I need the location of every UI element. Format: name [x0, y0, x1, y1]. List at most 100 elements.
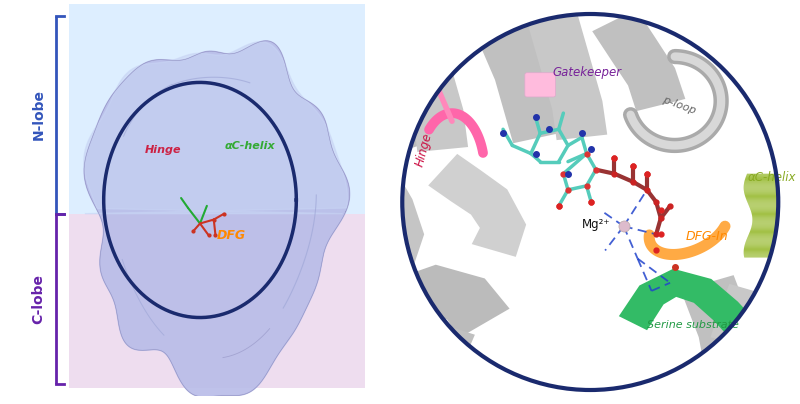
Polygon shape	[744, 249, 790, 250]
Polygon shape	[710, 284, 778, 349]
Polygon shape	[753, 219, 786, 220]
Polygon shape	[746, 175, 791, 176]
Polygon shape	[402, 14, 778, 390]
Polygon shape	[84, 41, 350, 397]
Polygon shape	[746, 242, 791, 243]
Polygon shape	[750, 206, 782, 208]
Text: p-loop: p-loop	[662, 95, 698, 116]
Polygon shape	[744, 191, 788, 192]
Polygon shape	[752, 225, 787, 226]
Polygon shape	[752, 214, 783, 215]
Polygon shape	[745, 194, 786, 195]
Polygon shape	[745, 244, 791, 245]
Polygon shape	[352, 317, 475, 376]
Polygon shape	[746, 238, 791, 240]
Polygon shape	[745, 178, 791, 179]
Polygon shape	[382, 11, 468, 152]
Bar	[70, 4, 365, 214]
Polygon shape	[744, 246, 791, 247]
Text: C-lobe: C-lobe	[31, 274, 46, 324]
Polygon shape	[744, 185, 790, 186]
Polygon shape	[744, 192, 787, 193]
Polygon shape	[746, 197, 785, 198]
Polygon shape	[744, 247, 790, 248]
Text: Hinge: Hinge	[145, 145, 182, 155]
Polygon shape	[746, 199, 784, 200]
Polygon shape	[745, 245, 791, 246]
Text: αC-helix: αC-helix	[224, 141, 274, 151]
Polygon shape	[361, 265, 510, 342]
Text: N-lobe: N-lobe	[31, 89, 46, 140]
Text: Serine substrate: Serine substrate	[647, 320, 739, 330]
Text: DFG-In: DFG-In	[686, 230, 729, 243]
Polygon shape	[751, 211, 783, 212]
Polygon shape	[752, 223, 787, 225]
Polygon shape	[744, 251, 790, 252]
Polygon shape	[752, 221, 786, 223]
Polygon shape	[750, 230, 790, 231]
Polygon shape	[746, 198, 785, 199]
Polygon shape	[619, 269, 757, 340]
Polygon shape	[745, 243, 791, 244]
Polygon shape	[744, 255, 788, 257]
Polygon shape	[744, 253, 789, 254]
Polygon shape	[744, 250, 790, 251]
FancyBboxPatch shape	[525, 73, 555, 97]
Polygon shape	[84, 42, 347, 214]
Polygon shape	[752, 216, 784, 217]
Polygon shape	[748, 203, 783, 204]
Polygon shape	[744, 184, 790, 185]
Polygon shape	[471, 2, 567, 143]
Polygon shape	[751, 226, 788, 227]
Polygon shape	[747, 236, 791, 237]
Polygon shape	[592, 9, 686, 111]
Polygon shape	[744, 254, 788, 255]
Polygon shape	[752, 217, 785, 218]
Polygon shape	[752, 215, 784, 216]
Polygon shape	[744, 248, 790, 249]
Polygon shape	[745, 180, 791, 181]
Polygon shape	[752, 220, 786, 221]
Polygon shape	[750, 210, 782, 211]
Polygon shape	[744, 182, 790, 183]
Polygon shape	[747, 202, 783, 203]
Polygon shape	[746, 177, 791, 178]
Polygon shape	[748, 204, 783, 206]
Polygon shape	[746, 174, 791, 175]
Polygon shape	[744, 193, 786, 194]
Polygon shape	[744, 189, 788, 191]
Polygon shape	[751, 227, 788, 228]
Polygon shape	[681, 275, 758, 360]
Polygon shape	[750, 231, 790, 232]
Polygon shape	[744, 252, 789, 253]
Polygon shape	[744, 187, 789, 189]
Polygon shape	[750, 208, 782, 209]
Polygon shape	[748, 235, 791, 236]
Text: Gatekeeper: Gatekeeper	[552, 66, 621, 79]
Polygon shape	[747, 201, 784, 202]
Polygon shape	[334, 35, 448, 155]
Polygon shape	[746, 200, 784, 201]
Polygon shape	[744, 186, 790, 187]
Polygon shape	[750, 232, 790, 233]
Polygon shape	[525, 3, 607, 140]
Polygon shape	[750, 209, 782, 210]
Polygon shape	[750, 229, 789, 230]
Polygon shape	[748, 234, 790, 235]
Polygon shape	[746, 240, 791, 242]
Text: DFG: DFG	[218, 229, 246, 242]
Polygon shape	[746, 176, 791, 177]
Bar	[70, 214, 365, 388]
Polygon shape	[747, 237, 791, 238]
Polygon shape	[745, 195, 786, 196]
Polygon shape	[752, 218, 785, 219]
Polygon shape	[749, 233, 790, 234]
Polygon shape	[428, 154, 526, 257]
Polygon shape	[328, 153, 424, 316]
Polygon shape	[745, 179, 791, 180]
Polygon shape	[751, 212, 783, 213]
Text: αC-helix: αC-helix	[748, 171, 797, 184]
Polygon shape	[744, 183, 790, 184]
Text: Hinge: Hinge	[414, 131, 435, 168]
Polygon shape	[745, 196, 786, 197]
